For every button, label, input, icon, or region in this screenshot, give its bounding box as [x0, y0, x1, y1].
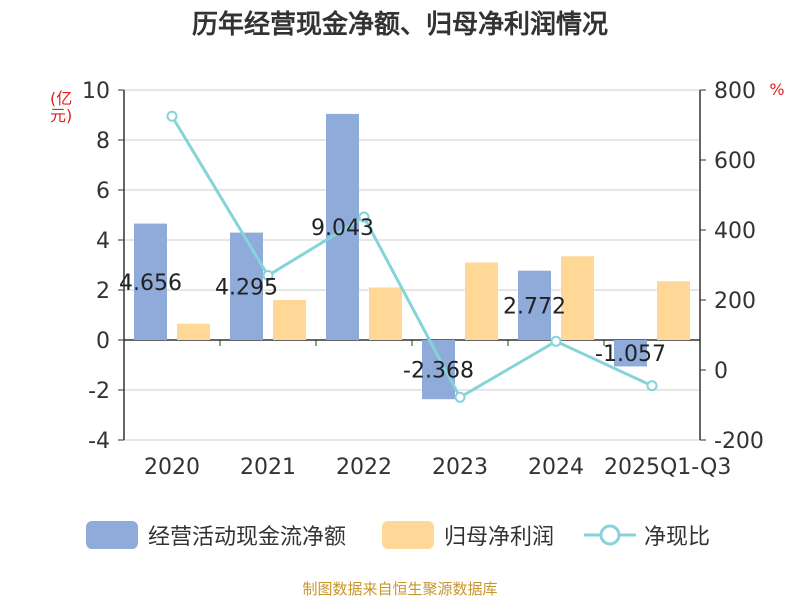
bar-netprofit-2: [369, 287, 402, 340]
point-ratio-4: [550, 335, 562, 347]
legend-label-ratio: 净现比: [644, 525, 711, 550]
data-label-cashflow-1: 4.295: [215, 275, 278, 300]
y-tick-label-0: -4: [88, 429, 110, 454]
y2-tick-label-1: 0: [714, 359, 728, 384]
legend-label-cashflow: 经营活动现金流净额: [148, 525, 347, 550]
point-ratio-5: [646, 380, 658, 392]
legend-item-cashflow[interactable]: 经营活动现金流净额: [86, 520, 346, 550]
source-note: 制图数据来自恒生聚源数据库: [302, 580, 498, 598]
y2-tick-label-5: 800: [714, 79, 756, 104]
x-tick-label-2: 2022: [336, 455, 392, 480]
y-tick-label-5: 6: [96, 179, 110, 204]
bar-netprofit-5: [657, 281, 690, 340]
bar-cashflow-5: [614, 340, 647, 367]
legend-item-netprofit[interactable]: 归母净利润: [382, 520, 554, 550]
y-tick-label-4: 4: [96, 229, 110, 254]
legend-swatch-cashflow: [86, 521, 138, 549]
bar-netprofit-0: [177, 323, 210, 340]
legend-item-ratio[interactable]: 净现比: [584, 520, 710, 550]
bar-cashflow-3: [422, 340, 455, 400]
y-tick-label-1: -2: [88, 379, 110, 404]
bar-cashflow-0: [134, 223, 167, 340]
point-ratio-1: [262, 270, 274, 281]
x-tick-label-3: 2023: [432, 455, 488, 480]
bar-cashflow-2: [326, 113, 359, 340]
bar-netprofit-4: [561, 256, 594, 340]
y-axis-label: (亿元): [50, 89, 73, 125]
y-tick-label-2: 0: [96, 329, 110, 354]
legend-label-netprofit: 归母净利润: [444, 525, 555, 550]
y-tick-label-6: 8: [96, 129, 110, 154]
y2-tick-label-0: -200: [714, 429, 764, 454]
data-label-cashflow-0: 4.656: [119, 271, 182, 296]
y-tick-label-3: 2: [96, 279, 110, 304]
x-tick-label-4: 2024: [528, 455, 584, 480]
bar-netprofit-3: [465, 262, 498, 340]
line-ratio: [170, 115, 653, 400]
data-label-cashflow-5: -1.057: [595, 342, 666, 367]
bar-cashflow-1: [230, 232, 263, 340]
x-tick-label-0: 2020: [144, 455, 200, 480]
data-label-cashflow-3: -2.368: [403, 359, 474, 384]
y2-tick-label-2: 200: [714, 289, 756, 314]
bar-netprofit-1: [273, 300, 306, 340]
point-ratio-2: [358, 211, 370, 223]
x-tick-label-5: 2025Q1-Q3: [604, 455, 731, 480]
y2-tick-label-4: 600: [714, 149, 756, 174]
x-tick-label-1: 2021: [240, 455, 296, 480]
y2-tick-label-3: 400: [714, 219, 756, 244]
bar-cashflow-4: [518, 270, 551, 340]
data-label-cashflow-4: 2.772: [503, 294, 566, 319]
point-ratio-0: [166, 110, 178, 122]
y-tick-label-7: 10: [82, 79, 110, 104]
legend-swatch-netprofit: [382, 521, 434, 549]
data-label-cashflow-2: 9.043: [311, 216, 374, 241]
legend-swatch-ratio: [584, 524, 636, 546]
chart-title: 历年经营现金净额、归母净利润情况: [191, 10, 608, 40]
point-ratio-3: [454, 391, 466, 403]
y2-axis-label: %: [769, 80, 785, 99]
